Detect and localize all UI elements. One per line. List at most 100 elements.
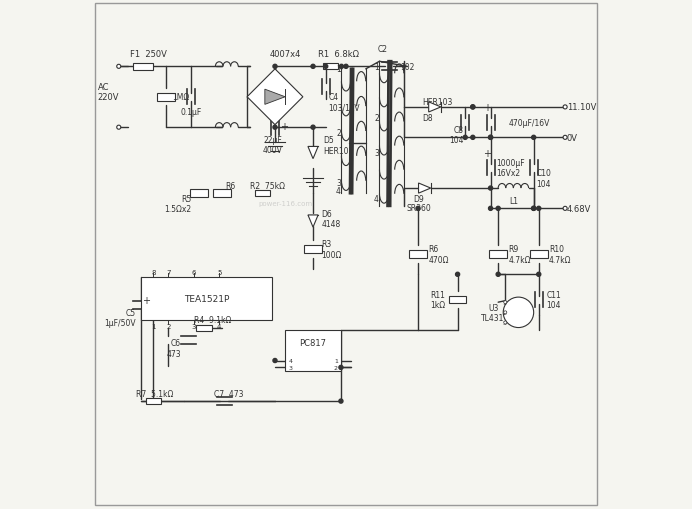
Text: 4: 4 <box>336 187 341 196</box>
Circle shape <box>489 207 493 211</box>
Text: U3: U3 <box>488 303 498 312</box>
Text: 5: 5 <box>217 269 221 275</box>
Text: R6
470Ω: R6 470Ω <box>428 245 448 264</box>
Bar <box>323 64 338 70</box>
Text: R6: R6 <box>226 182 235 191</box>
Bar <box>255 191 270 197</box>
Bar <box>145 398 161 404</box>
Text: C10
104: C10 104 <box>536 169 551 188</box>
Polygon shape <box>308 215 318 228</box>
Text: 4007x4: 4007x4 <box>269 50 301 59</box>
Text: D8: D8 <box>422 114 432 122</box>
Bar <box>157 94 175 101</box>
Text: TEA1521P: TEA1521P <box>184 294 229 303</box>
Circle shape <box>344 65 348 69</box>
Circle shape <box>117 65 121 69</box>
Circle shape <box>503 298 534 328</box>
Text: 2: 2 <box>336 128 341 137</box>
Text: R7  5.1kΩ: R7 5.1kΩ <box>136 389 173 398</box>
Text: 2: 2 <box>503 310 507 315</box>
Text: +: + <box>142 295 150 305</box>
Text: +: + <box>483 148 491 158</box>
Text: 11.10V: 11.10V <box>567 103 596 112</box>
Text: 0.1μF: 0.1μF <box>181 108 202 117</box>
Text: 4: 4 <box>288 358 292 363</box>
Bar <box>133 64 153 71</box>
Polygon shape <box>247 70 303 125</box>
Text: R3
100Ω: R3 100Ω <box>322 240 342 259</box>
Text: R4  9.1kΩ: R4 9.1kΩ <box>194 316 231 325</box>
Circle shape <box>563 106 567 110</box>
Text: 22μF
400V: 22μF 400V <box>262 135 282 155</box>
Text: 1: 1 <box>374 63 379 72</box>
Text: 4: 4 <box>374 194 379 203</box>
Bar <box>409 251 427 258</box>
Bar <box>285 330 341 371</box>
Text: 470μF/16V: 470μF/16V <box>509 119 549 127</box>
Text: C11
104: C11 104 <box>547 290 561 310</box>
Text: C6
473: C6 473 <box>167 338 181 358</box>
Circle shape <box>311 126 315 130</box>
Bar <box>213 190 230 197</box>
Text: HER103: HER103 <box>422 98 453 107</box>
Text: 0V: 0V <box>567 133 578 143</box>
Circle shape <box>489 136 493 140</box>
Text: 3: 3 <box>503 320 507 325</box>
Polygon shape <box>265 90 285 105</box>
Circle shape <box>471 106 475 110</box>
Text: C5
1μF/50V: C5 1μF/50V <box>104 308 136 327</box>
Circle shape <box>273 359 277 363</box>
Text: 1: 1 <box>336 65 341 74</box>
Text: D5
HER103: D5 HER103 <box>323 136 354 155</box>
Circle shape <box>563 136 567 140</box>
Bar <box>197 325 212 331</box>
Circle shape <box>311 65 315 69</box>
Circle shape <box>504 321 507 324</box>
Text: 2: 2 <box>334 365 338 370</box>
Text: 3: 3 <box>288 365 292 370</box>
Circle shape <box>504 301 507 304</box>
Bar <box>190 190 208 197</box>
Circle shape <box>339 365 343 370</box>
Circle shape <box>537 273 540 277</box>
Text: D9: D9 <box>413 194 424 203</box>
Text: 1: 1 <box>151 323 156 329</box>
Circle shape <box>471 136 475 140</box>
Text: L1: L1 <box>509 196 518 205</box>
Text: AC
220V: AC 220V <box>98 83 119 102</box>
Text: C2: C2 <box>378 45 388 54</box>
Text: R5
1.5Ωx2: R5 1.5Ωx2 <box>164 194 191 214</box>
Text: +: + <box>280 122 288 131</box>
Bar <box>489 251 507 258</box>
Text: TL431: TL431 <box>482 313 504 322</box>
Circle shape <box>273 126 277 130</box>
Text: F1  250V: F1 250V <box>130 50 167 59</box>
Text: 2: 2 <box>374 114 379 122</box>
Circle shape <box>339 65 343 69</box>
Text: 6: 6 <box>192 269 196 275</box>
Circle shape <box>531 207 536 211</box>
Circle shape <box>455 273 459 277</box>
Text: 4.68V: 4.68V <box>567 205 591 213</box>
Text: R1  6.8kΩ: R1 6.8kΩ <box>318 50 359 59</box>
Text: R10
4.7kΩ: R10 4.7kΩ <box>549 245 572 264</box>
Circle shape <box>339 399 343 403</box>
Polygon shape <box>308 147 318 159</box>
Bar <box>448 296 466 304</box>
Text: D6
4148: D6 4148 <box>322 209 341 229</box>
Text: 1MΩ: 1MΩ <box>172 93 190 102</box>
Bar <box>304 246 322 253</box>
Text: 1: 1 <box>503 300 507 305</box>
Text: SR360: SR360 <box>406 204 431 213</box>
Text: C7  473: C7 473 <box>214 389 244 398</box>
Polygon shape <box>428 103 441 113</box>
Text: 2: 2 <box>166 323 171 329</box>
Circle shape <box>416 207 420 211</box>
Bar <box>140 277 273 320</box>
Circle shape <box>463 136 467 140</box>
Text: 7: 7 <box>166 269 171 275</box>
Text: +: + <box>483 103 491 112</box>
Text: R11
1kΩ: R11 1kΩ <box>430 290 445 310</box>
Text: 1000μF
16Vx2: 1000μF 16Vx2 <box>496 159 525 178</box>
Text: power-116.com: power-116.com <box>258 201 312 207</box>
